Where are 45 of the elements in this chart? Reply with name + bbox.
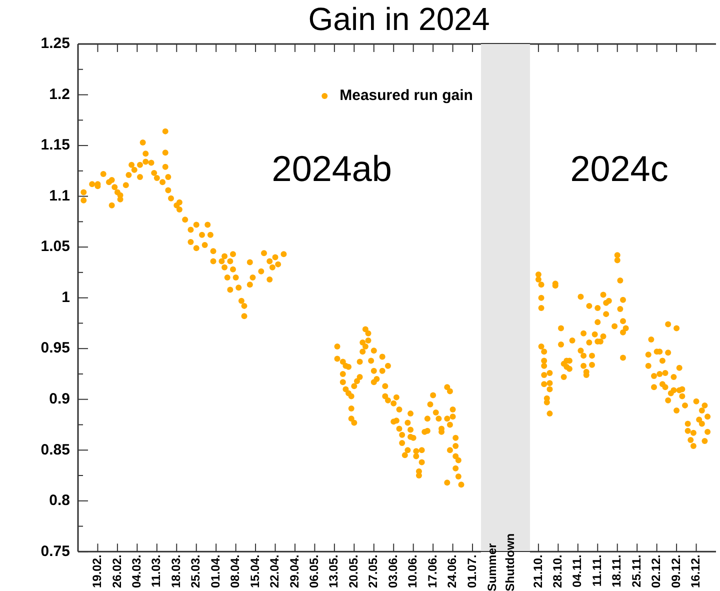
x-tick-label: 16.12. <box>688 554 703 588</box>
y-tick-label: 1.05 <box>40 238 70 256</box>
y-tick-label: 0.75 <box>40 542 70 560</box>
legend-label: Measured run gain <box>340 87 473 104</box>
annotation: 2024ab <box>272 148 392 189</box>
y-tick-label: 0.85 <box>40 441 70 458</box>
x-tick-label: 18.03. <box>168 554 183 588</box>
x-tick-label: 04.03. <box>129 554 144 588</box>
y-tick-label: 0.8 <box>49 492 70 510</box>
x-tick-label: 17.06. <box>425 554 440 588</box>
x-tick-label: 25.11. <box>629 554 644 588</box>
x-tick-label: 13.05. <box>326 554 341 588</box>
x-tick-label: 21.10. <box>530 554 545 588</box>
x-tick-label: 09.12. <box>668 554 683 588</box>
y-tick-label: 1 <box>62 288 70 306</box>
x-tick-label: 20.05. <box>346 554 360 588</box>
x-tick-label: 03.06. <box>386 554 400 588</box>
x-tick-label: 06.05. <box>307 554 322 588</box>
x-tick-label: 08.04. <box>228 554 242 588</box>
y-tick-label: 1.25 <box>40 35 70 52</box>
x-tick-label: 01.04. <box>208 554 222 588</box>
x-tick-label: 01.07. <box>464 554 479 588</box>
x-tick-label: 27.05. <box>366 554 380 588</box>
y-tick-label: 1.1 <box>49 187 70 204</box>
y-tick-label: 1.15 <box>40 136 70 154</box>
x-tick-label: 11.11. <box>590 554 604 587</box>
x-tick-label: 25.03. <box>188 554 203 588</box>
x-tick-label: 22.04. <box>268 554 282 588</box>
x-tick-label: 10.06. <box>406 554 420 588</box>
x-tick-label: 29.04. <box>287 554 302 588</box>
y-tick-label: 0.9 <box>49 390 70 408</box>
x-tick-label: 04.11. <box>570 554 584 588</box>
text: Summer Shutdown <box>484 533 518 591</box>
x-tick-label: 11.03. <box>149 554 164 588</box>
chart-title: Gain in 2024 <box>307 0 491 38</box>
y-tick-label: 0.95 <box>40 340 70 357</box>
x-tick-label: 19.02. <box>90 554 104 588</box>
x-tick-label: 24.06. <box>445 554 460 588</box>
y-tick-label: 1.2 <box>49 86 70 103</box>
x-tick-label: 18.11. <box>610 554 624 588</box>
x-tick-label: 15.04. <box>248 554 262 588</box>
x-tick-label: 28.10. <box>550 554 564 588</box>
annotation: 2024c <box>570 148 668 189</box>
x-tick-label: 02.12. <box>649 554 664 588</box>
x-tick-label: 26.02. <box>110 554 124 588</box>
